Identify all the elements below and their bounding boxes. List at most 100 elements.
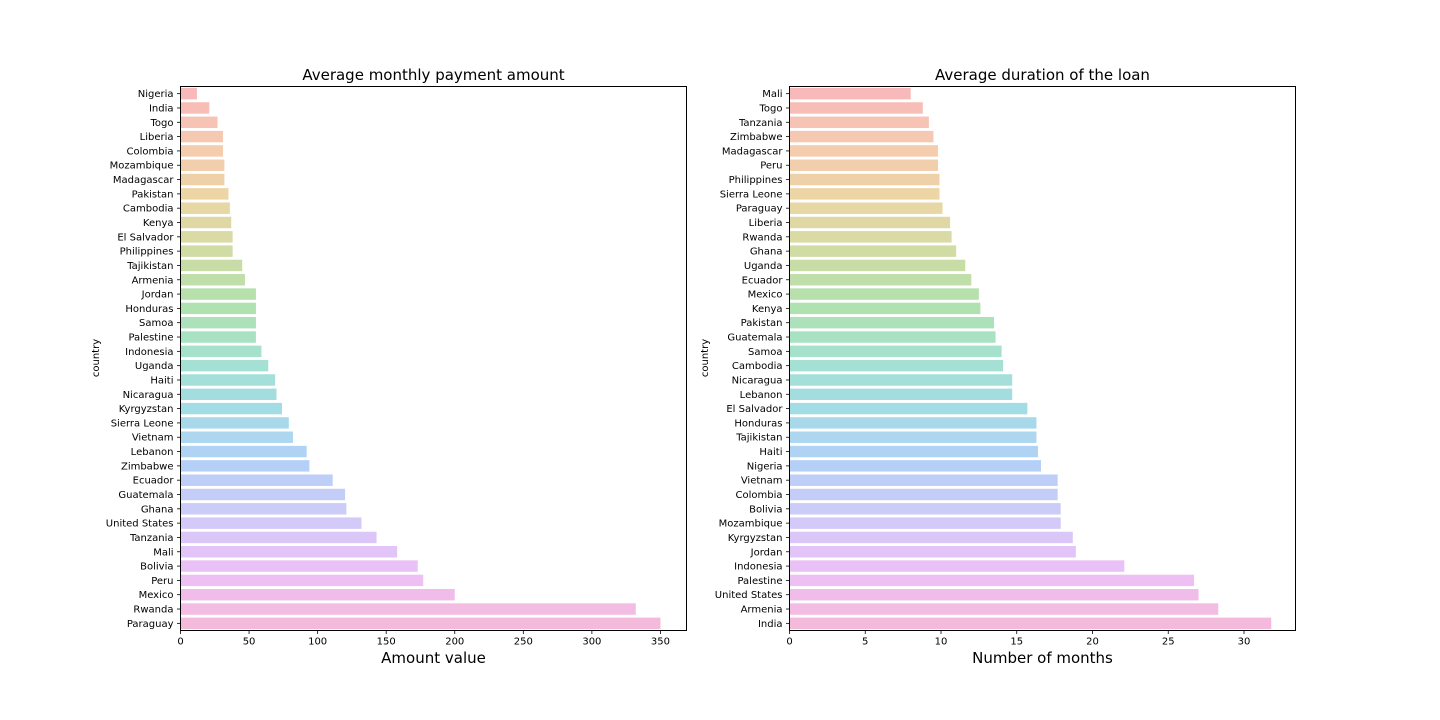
duration-bar-indonesia: [789, 560, 1125, 572]
payment-y-tick-label: United States: [106, 519, 174, 530]
payment-x-tick-label: 150: [377, 637, 396, 648]
duration-bar-sierra-leone: [789, 188, 940, 200]
duration-bar-lebanon: [789, 388, 1013, 401]
duration-bar-honduras: [789, 417, 1037, 429]
duration-bar-guatemala: [789, 331, 996, 343]
payment-chart-ylabel: country: [91, 339, 102, 377]
payment-y-tick-label: Bolivia: [140, 562, 173, 573]
duration-bar-zimbabwe: [789, 130, 934, 143]
payment-chart-frame: [180, 86, 687, 631]
payment-y-tick-label: Sierra Leone: [111, 418, 174, 429]
payment-bar-pakistan: [180, 188, 229, 200]
payment-y-tick-label: Honduras: [125, 304, 173, 315]
payment-bar-ghana: [180, 503, 347, 515]
payment-y-tick-label: Nigeria: [138, 89, 174, 100]
payment-chart-bars: [180, 87, 661, 630]
duration-y-tick-label: Vietnam: [741, 476, 783, 487]
payment-bar-indonesia: [180, 345, 262, 358]
payment-chart: Average monthly payment amount Amount va…: [91, 66, 687, 667]
payment-y-tick-label: Paraguay: [127, 619, 174, 630]
payment-bar-united-states: [180, 517, 362, 529]
payment-y-tick-label: Kyrgyzstan: [119, 404, 174, 415]
duration-chart: Average duration of the loan Number of m…: [700, 66, 1296, 667]
duration-bar-bolivia: [789, 503, 1061, 515]
payment-chart-y-ticks: Nigeria India Togo Liberia Colombia Mozambiqu…: [106, 89, 181, 630]
payment-y-tick-label: Colombia: [127, 146, 174, 157]
payment-y-tick-label: Haiti: [150, 375, 173, 386]
payment-x-tick-label: 50: [243, 637, 256, 648]
duration-bar-peru: [789, 159, 938, 171]
duration-y-tick-label: Jordan: [750, 547, 783, 558]
duration-y-tick-label: Mozambique: [719, 519, 783, 530]
duration-bar-haiti: [789, 445, 1038, 458]
duration-bar-liberia: [789, 216, 951, 229]
duration-chart-x-ticks: 0 5 10 15 20 25 30: [786, 630, 1250, 648]
duration-y-tick-label: Haiti: [759, 447, 782, 458]
payment-x-tick-label: 300: [582, 637, 601, 648]
duration-y-tick-label: Liberia: [749, 218, 783, 229]
duration-y-tick-label: Kenya: [752, 304, 783, 315]
payment-x-tick-label: 350: [651, 637, 670, 648]
duration-bar-mozambique: [789, 517, 1061, 529]
payment-bar-tajikistan: [180, 259, 243, 272]
duration-y-tick-label: Togo: [759, 103, 783, 114]
payment-chart-xlabel: Amount value: [381, 649, 486, 667]
duration-bar-samoa: [789, 345, 1002, 358]
payment-y-tick-label: India: [149, 103, 174, 114]
payment-bar-cambodia: [180, 202, 230, 214]
duration-bar-togo: [789, 102, 923, 114]
duration-y-tick-label: Armenia: [741, 605, 783, 616]
payment-y-tick-label: Vietnam: [132, 433, 174, 444]
payment-y-tick-label: Palestine: [128, 333, 173, 344]
payment-y-tick-label: Ghana: [141, 504, 174, 515]
payment-chart-title: Average monthly payment amount: [302, 66, 564, 84]
duration-bar-madagascar: [789, 145, 938, 157]
duration-bar-tajikistan: [789, 431, 1037, 443]
duration-y-tick-label: Zimbabwe: [730, 132, 783, 143]
duration-y-tick-label: Guatemala: [727, 333, 782, 344]
payment-bar-bolivia: [180, 560, 418, 572]
payment-y-tick-label: Samoa: [139, 318, 173, 329]
duration-y-tick-label: Ecuador: [742, 275, 784, 286]
payment-y-tick-label: Indonesia: [125, 347, 173, 358]
duration-bar-philippines: [789, 173, 940, 186]
duration-chart-xlabel: Number of months: [972, 649, 1113, 667]
duration-bar-kenya: [789, 302, 981, 315]
duration-bar-el-salvador: [789, 402, 1028, 415]
duration-bar-ecuador: [789, 274, 972, 286]
duration-y-tick-label: Samoa: [748, 347, 782, 358]
payment-bar-palestine: [180, 331, 256, 343]
duration-y-tick-label: Philippines: [729, 175, 783, 186]
payment-bar-lebanon: [180, 445, 307, 458]
payment-bar-haiti: [180, 374, 276, 386]
duration-bar-cambodia: [789, 359, 1004, 372]
duration-bar-paraguay: [789, 202, 943, 214]
duration-bar-india: [789, 617, 1272, 630]
duration-chart-y-ticks: Mali Togo Tanzania Zimbabwe Madagascar Peru Ph…: [715, 89, 790, 630]
payment-y-tick-label: Liberia: [140, 132, 174, 143]
duration-bar-palestine: [789, 574, 1194, 587]
payment-bar-el-salvador: [180, 231, 233, 243]
payment-y-tick-label: Mali: [153, 547, 173, 558]
payment-y-tick-label: Togo: [150, 118, 174, 129]
payment-bar-philippines: [180, 245, 233, 257]
duration-bar-armenia: [789, 603, 1219, 615]
duration-x-tick-label: 25: [1162, 637, 1175, 648]
payment-y-tick-label: Madagascar: [113, 175, 175, 186]
payment-bar-kenya: [180, 216, 232, 229]
payment-y-tick-label: Ecuador: [133, 476, 175, 487]
payment-x-tick-label: 200: [445, 637, 464, 648]
duration-y-tick-label: Sierra Leone: [720, 189, 783, 200]
payment-bar-guatemala: [180, 488, 346, 501]
payment-bar-tanzania: [180, 531, 377, 544]
payment-bar-mozambique: [180, 159, 225, 171]
duration-chart-title: Average duration of the loan: [935, 66, 1150, 84]
payment-y-tick-label: Kenya: [143, 218, 174, 229]
payment-x-tick-label: 100: [308, 637, 327, 648]
duration-x-tick-label: 10: [935, 637, 948, 648]
duration-bar-tanzania: [789, 116, 929, 129]
payment-bar-togo: [180, 116, 218, 129]
payment-bar-samoa: [180, 316, 256, 329]
payment-bar-paraguay: [180, 617, 661, 630]
duration-y-tick-label: El Salvador: [726, 404, 783, 415]
